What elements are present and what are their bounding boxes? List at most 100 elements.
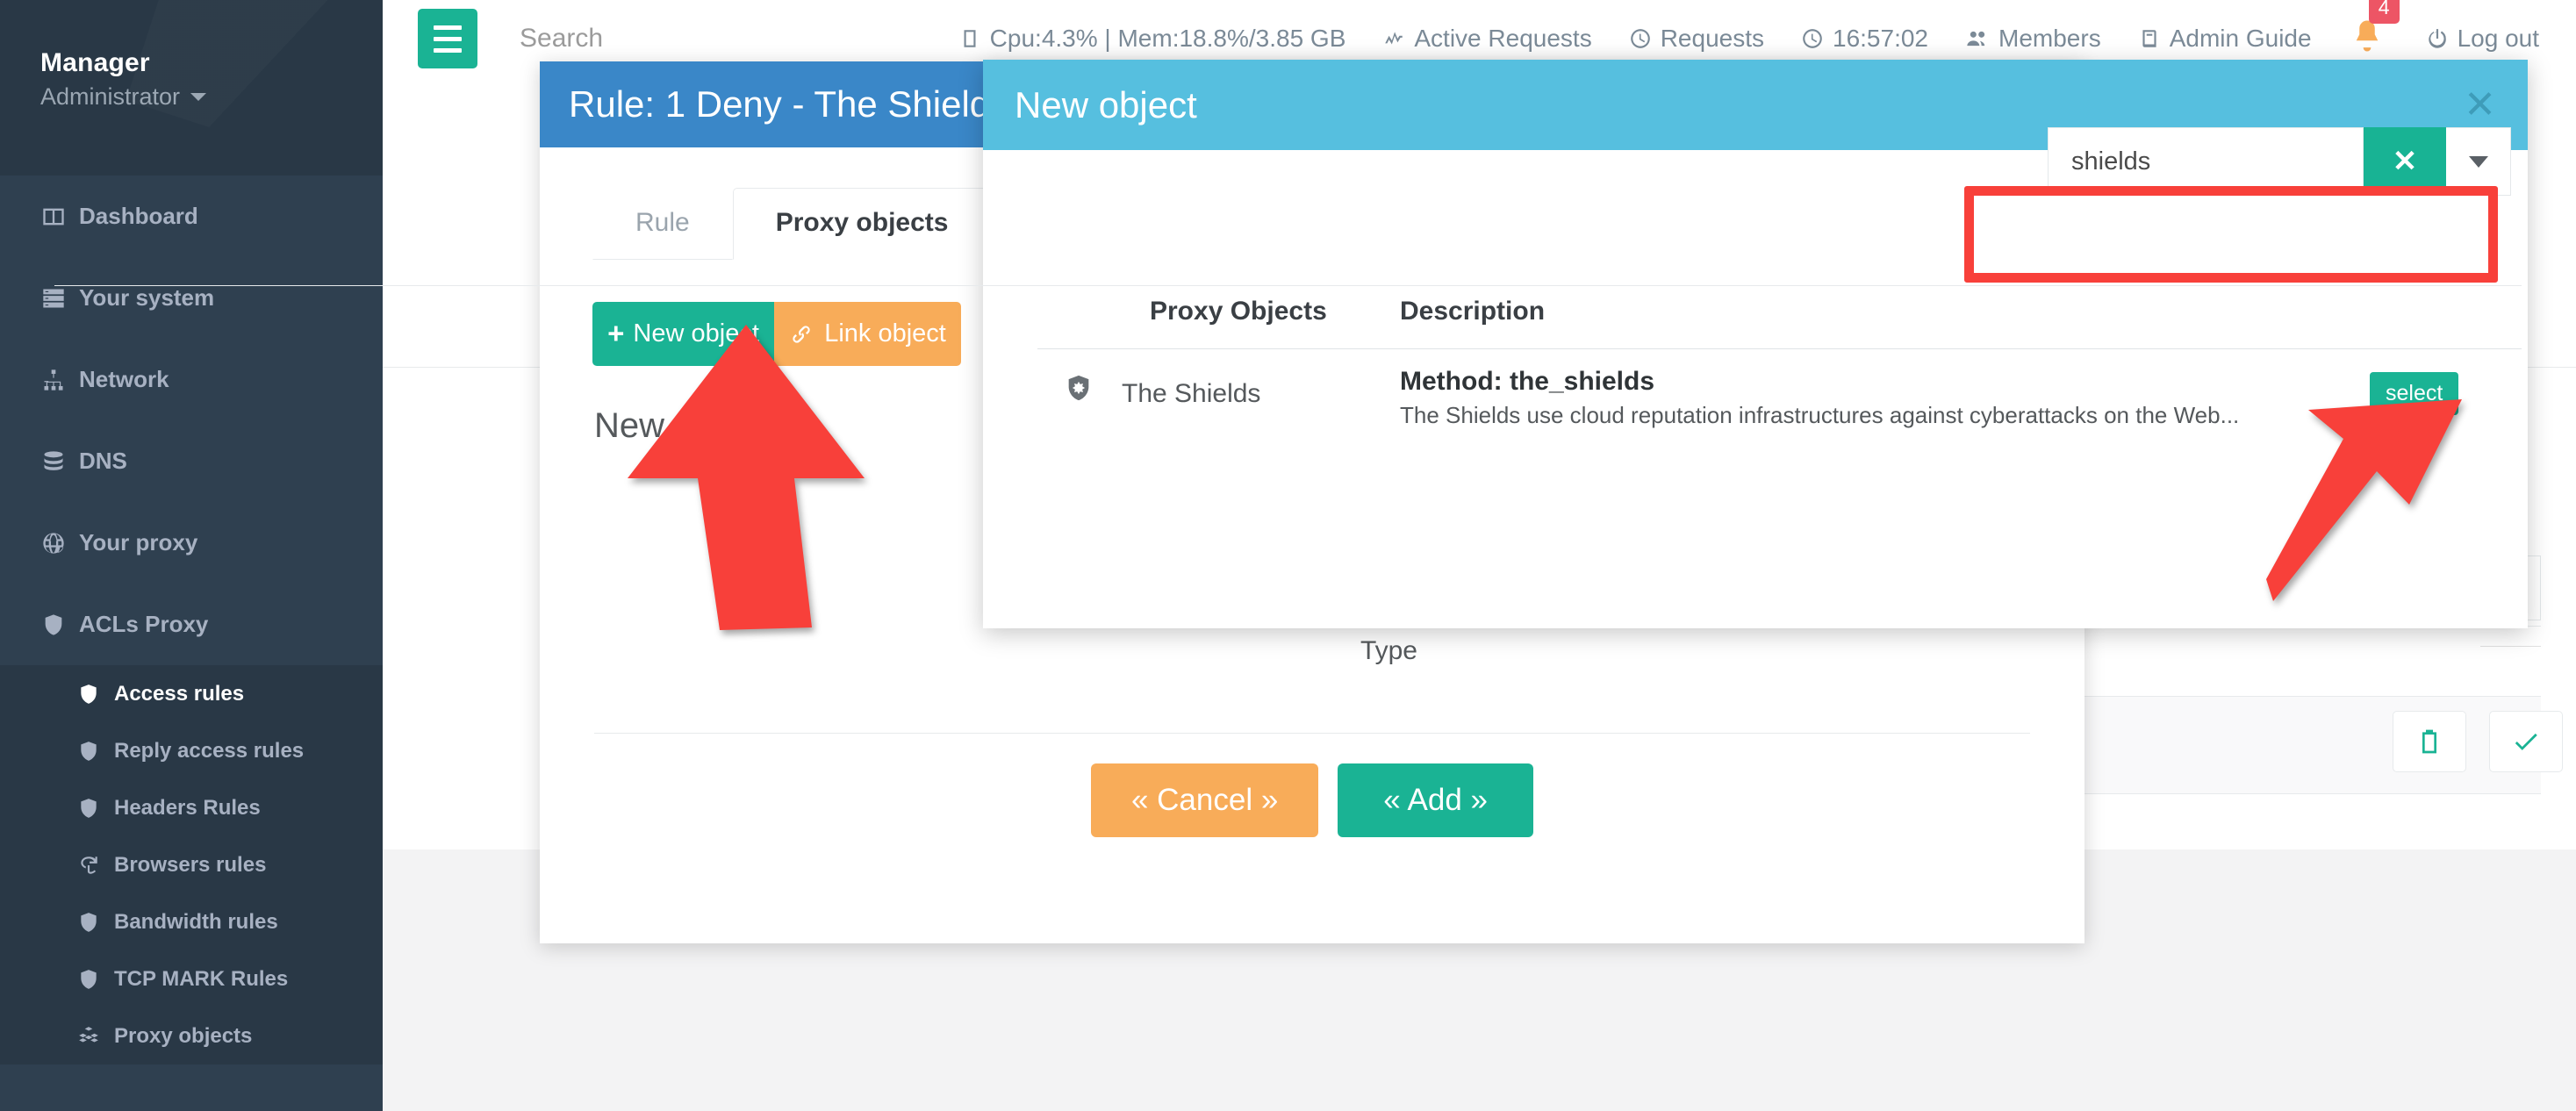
dashboard-icon [40, 204, 67, 230]
clock-icon [1803, 29, 1822, 48]
members-text: Members [1998, 25, 2101, 52]
database-icon [40, 448, 67, 475]
shield-icon [40, 612, 67, 638]
status-strip: Cpu:4.3% | Mem:18.8%/3.85 GB Active Requ… [958, 0, 2539, 61]
hamburger-icon[interactable] [418, 9, 477, 68]
sidebar-item-tcp-mark-rules[interactable]: TCP MARK Rules [0, 950, 383, 1007]
shield-icon [1064, 373, 1094, 407]
divider [594, 733, 2030, 734]
column-header-description: Description [1400, 297, 1546, 326]
rule-dialog-footer: « Cancel » « Add » [540, 763, 2084, 837]
search-input[interactable]: Search [520, 24, 604, 53]
search-dropdown-toggle[interactable] [2446, 127, 2511, 196]
new-object-dialog-title: New object [1015, 83, 1197, 125]
select-button[interactable]: select [2370, 372, 2459, 415]
new-object-button[interactable]: + New object [592, 302, 775, 366]
sidebar: Manager Administrator Dashboard Your sys… [0, 0, 383, 1111]
requests-text: Requests [1660, 25, 1764, 52]
cancel-button[interactable]: « Cancel » [1090, 763, 1319, 837]
row-object-method: Method: the_shields [1400, 367, 1655, 396]
tab-proxy-objects[interactable]: Proxy objects [732, 188, 992, 260]
close-icon[interactable]: ✕ [2464, 82, 2496, 126]
sidebar-subitem-label: Headers Rules [114, 795, 261, 820]
sidebar-item-proxy-objects[interactable]: Proxy objects [0, 1007, 383, 1064]
cpu-mem-text: Cpu:4.3% | Mem:18.8%/3.85 GB [989, 25, 1346, 52]
memory-icon [964, 30, 976, 47]
logout-text: Log out [2457, 25, 2539, 52]
clipboard-icon [2422, 729, 2436, 754]
notification-badge: 4 [2368, 0, 2400, 24]
chart-line-icon [1385, 32, 1403, 45]
logout-button[interactable]: Log out [2426, 25, 2539, 53]
browser-icon [75, 852, 102, 878]
sidebar-item-browsers-rules[interactable]: Browsers rules [0, 836, 383, 893]
sidebar-subitem-label: Browsers rules [114, 852, 267, 877]
divider [2480, 646, 2541, 647]
sidebar-subitem-label: Reply access rules [114, 738, 305, 763]
sidebar-item-network[interactable]: Network [0, 339, 383, 420]
shield-icon [75, 738, 102, 764]
chevron-down-icon [190, 93, 207, 101]
status-admin-guide[interactable]: Admin Guide [2138, 25, 2312, 53]
sidebar-item-label: Network [79, 366, 169, 392]
divider [1037, 348, 2522, 349]
clock-text: 16:57:02 [1833, 25, 1928, 52]
object-search-input[interactable]: shields [2048, 127, 2364, 196]
sidebar-profile[interactable]: Manager Administrator [0, 0, 383, 176]
active-requests-text: Active Requests [1414, 25, 1592, 52]
check-icon [2515, 733, 2537, 750]
chevron-down-icon [2468, 155, 2488, 168]
clear-x-icon[interactable]: ✕ [2364, 127, 2446, 196]
bell-icon [2356, 20, 2378, 52]
tab-rule[interactable]: Rule [592, 188, 733, 260]
row-action-copy[interactable] [2393, 711, 2466, 772]
object-search-group: shields ✕ [2048, 127, 2511, 196]
sidebar-subitem-label: Access rules [114, 681, 245, 706]
sitemap-icon [40, 367, 67, 393]
sidebar-item-label: ACLs Proxy [79, 611, 209, 637]
row-object-description: The Shields use cloud reputation infrast… [1400, 402, 2240, 428]
type-label: Type [1360, 636, 1417, 665]
sidebar-item-bandwidth-rules[interactable]: Bandwidth rules [0, 893, 383, 950]
sidebar-item-label: Dashboard [79, 203, 198, 229]
profile-role: Administrator [40, 83, 181, 110]
sidebar-item-label: Your proxy [79, 529, 198, 556]
new-object-label: New object [633, 319, 759, 348]
column-header-proxy-objects: Proxy Objects [1150, 297, 1327, 326]
status-active-requests[interactable]: Active Requests [1382, 25, 1592, 53]
sidebar-item-access-rules[interactable]: Access rules [0, 665, 383, 722]
shield-icon [75, 909, 102, 935]
book-icon [2142, 30, 2156, 47]
status-requests[interactable]: Requests [1629, 25, 1764, 53]
sidebar-item-dns[interactable]: DNS [0, 420, 383, 502]
link-object-button[interactable]: Link object [774, 302, 961, 366]
sidebar-item-headers-rules[interactable]: Headers Rules [0, 779, 383, 836]
status-cpu-mem: Cpu:4.3% | Mem:18.8%/3.85 GB [958, 25, 1346, 53]
sidebar-item-your-system[interactable]: Your system [0, 257, 383, 339]
admin-guide-text: Admin Guide [2169, 25, 2312, 52]
shield-icon [75, 966, 102, 993]
plus-icon: + [607, 317, 625, 350]
add-button[interactable]: « Add » [1338, 763, 1534, 837]
divider [54, 285, 2522, 286]
sidebar-item-dashboard[interactable]: Dashboard [0, 176, 383, 257]
globe-icon [40, 530, 67, 556]
users-icon [1967, 31, 1985, 47]
server-icon [40, 285, 67, 312]
row-action-enable[interactable] [2489, 711, 2563, 772]
sidebar-item-your-proxy[interactable]: Your proxy [0, 502, 383, 584]
sidebar-item-reply-access-rules[interactable]: Reply access rules [0, 722, 383, 779]
cubes-icon [75, 1023, 102, 1050]
link-object-label: Link object [824, 319, 946, 348]
profile-name: Manager [40, 48, 150, 77]
sidebar-subitem-label: Proxy objects [114, 1023, 253, 1048]
power-icon [2428, 29, 2446, 48]
sidebar-item-acls-proxy[interactable]: ACLs Proxy [0, 584, 383, 665]
clock-circle-icon [1630, 29, 1650, 48]
row-object-name: The Shields [1122, 379, 1261, 408]
sidebar-nav: Dashboard Your system Network DNS [0, 176, 383, 665]
link-icon [793, 325, 810, 343]
status-members[interactable]: Members [1965, 25, 2101, 53]
notifications-bell[interactable]: 4 [2349, 0, 2400, 61]
